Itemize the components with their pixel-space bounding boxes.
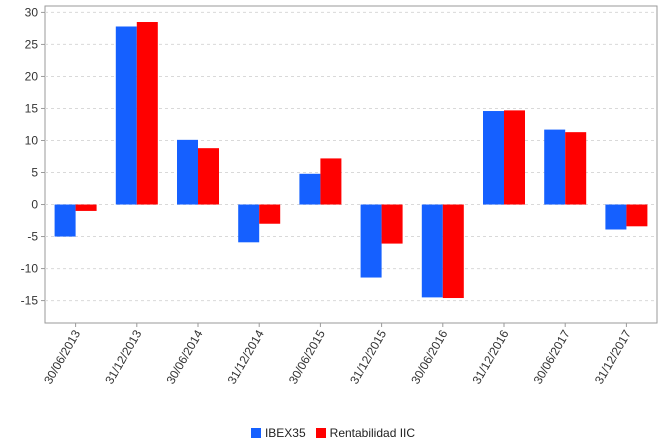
legend-label-rentabilidad-iic: Rentabilidad IIC: [329, 426, 416, 440]
y-tick-label: 20: [25, 69, 39, 83]
x-tick-label: 31/12/2014: [225, 327, 267, 386]
bar-rentabilidad-iic: [381, 204, 403, 244]
bar-ibex35: [238, 204, 260, 243]
y-tick-label: 25: [25, 37, 39, 51]
bar-rentabilidad-iic: [198, 148, 219, 205]
x-tick-label: 30/06/2015: [286, 327, 328, 386]
y-tick-label: -15: [21, 294, 39, 308]
bar-chart: 30 25 20 15 10 5 0 -5 -10 -15 30/06/2013 31/12/201…: [21, 5, 658, 387]
bar-ibex35: [54, 204, 76, 237]
bar-rentabilidad-iic: [259, 204, 281, 224]
bar-rentabilidad-iic: [565, 132, 587, 205]
bar-rentabilidad-iic: [442, 204, 464, 299]
bar-rentabilidad-iic: [75, 204, 97, 211]
legend-item-ibex35: IBEX35: [250, 426, 306, 440]
legend: IBEX35 Rentabilidad IIC: [0, 424, 666, 442]
bar-ibex35: [421, 204, 443, 298]
y-tick-label: -10: [21, 262, 39, 276]
legend-item-rentabilidad-iic: Rentabilidad IIC: [315, 426, 416, 440]
bar-ibex35: [544, 129, 566, 205]
legend-swatch-ibex35: [250, 428, 261, 438]
x-tick-label: 31/12/2015: [347, 327, 389, 386]
bar-ibex35: [177, 139, 198, 205]
y-tick-label: 15: [25, 101, 39, 115]
bar-ibex35: [360, 204, 382, 278]
y-tick-label: 30: [25, 5, 39, 19]
x-tick-label: 31/12/2016: [469, 327, 511, 386]
bar-ibex35: [115, 26, 137, 205]
bar-rentabilidad-iic: [626, 204, 648, 227]
x-tick-label: 30/06/2017: [531, 327, 573, 386]
y-tick-label: -5: [27, 230, 38, 244]
y-tick-label: 5: [31, 166, 38, 180]
bar-rentabilidad-iic: [136, 22, 158, 205]
bar-ibex35: [299, 173, 321, 205]
x-tick-label: 31/12/2013: [102, 327, 144, 386]
bar-ibex35: [483, 111, 504, 205]
x-tick-label: 31/12/2017: [592, 327, 634, 386]
bar-rentabilidad-iic: [504, 110, 525, 205]
y-axis: 30 25 20 15 10 5 0 -5 -10 -15: [21, 5, 45, 308]
legend-label-ibex35: IBEX35: [264, 426, 306, 440]
bar-rentabilidad-iic: [320, 158, 342, 205]
bar-ibex35: [605, 204, 627, 230]
x-axis: 30/06/2013 31/12/2013 30/06/2014 31/12/2014…: [41, 323, 634, 387]
legend-swatch-rentabilidad-iic: [315, 428, 326, 438]
y-tick-label: 0: [31, 198, 38, 212]
x-tick-label: 30/06/2016: [408, 327, 450, 386]
bars: [54, 22, 648, 299]
x-tick-label: 30/06/2014: [163, 327, 205, 386]
x-tick-label: 30/06/2013: [41, 327, 83, 386]
y-tick-label: 10: [25, 133, 39, 147]
